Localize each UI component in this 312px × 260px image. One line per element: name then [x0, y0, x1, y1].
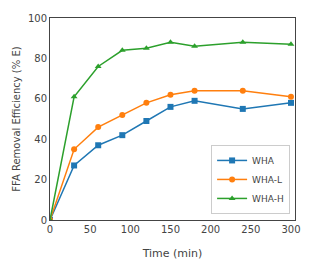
- svg-text:FFA Removal Efficiency (% E): FFA Removal Efficiency (% E): [11, 46, 22, 191]
- svg-text:Time (min): Time (min): [142, 247, 203, 260]
- svg-text:100: 100: [121, 224, 140, 235]
- svg-text:WHA: WHA: [252, 156, 275, 166]
- svg-text:0: 0: [47, 224, 53, 235]
- svg-text:250: 250: [241, 224, 260, 235]
- svg-text:150: 150: [161, 224, 180, 235]
- svg-text:0: 0: [41, 215, 47, 226]
- svg-text:100: 100: [28, 13, 47, 24]
- svg-text:300: 300: [281, 224, 300, 235]
- svg-text:60: 60: [34, 93, 47, 104]
- svg-text:40: 40: [34, 134, 47, 145]
- svg-text:80: 80: [34, 53, 47, 64]
- svg-text:200: 200: [201, 224, 220, 235]
- svg-text:WHA-L: WHA-L: [252, 175, 282, 185]
- svg-text:WHA-H: WHA-H: [252, 194, 284, 204]
- svg-text:20: 20: [34, 174, 47, 185]
- svg-text:50: 50: [84, 224, 97, 235]
